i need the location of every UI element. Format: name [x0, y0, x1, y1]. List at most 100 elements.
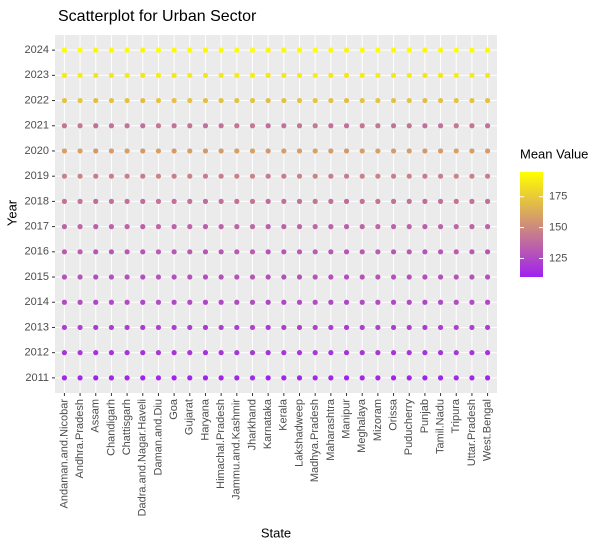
point — [422, 350, 428, 356]
point — [390, 173, 397, 179]
point — [453, 47, 459, 53]
point — [218, 350, 224, 356]
point — [93, 173, 99, 179]
point — [93, 249, 99, 255]
point — [359, 173, 365, 179]
point — [93, 350, 99, 356]
point — [281, 274, 287, 280]
point — [140, 299, 146, 305]
x-tick-label: Madhya.Pradesh — [309, 399, 321, 482]
point — [77, 274, 83, 280]
point — [484, 324, 491, 331]
point — [437, 299, 444, 305]
point — [187, 198, 193, 204]
point — [390, 97, 397, 104]
point — [343, 198, 350, 204]
point — [359, 97, 365, 104]
point — [108, 224, 115, 230]
point — [359, 123, 365, 129]
point — [359, 249, 365, 255]
point — [202, 324, 209, 331]
point — [108, 249, 115, 255]
point — [234, 249, 240, 255]
point — [437, 249, 444, 255]
point — [484, 148, 491, 154]
point — [202, 249, 209, 255]
point — [171, 249, 177, 255]
y-tick-label: 2019 — [25, 170, 49, 182]
point — [422, 148, 428, 154]
point — [296, 198, 303, 204]
point — [108, 324, 115, 331]
point — [124, 198, 130, 204]
point — [422, 97, 428, 104]
point — [390, 324, 397, 331]
point — [140, 198, 146, 204]
x-tick-label: Andhra.Pradesh — [74, 399, 86, 479]
colorbar-label: 150 — [549, 221, 567, 233]
point — [437, 97, 444, 104]
chart-title: Scatterplot for Urban Sector — [58, 8, 257, 25]
point — [171, 72, 177, 78]
point — [202, 274, 209, 280]
point — [437, 148, 444, 154]
point — [61, 224, 68, 230]
point — [469, 72, 475, 78]
point — [296, 123, 303, 129]
y-tick-label: 2021 — [25, 120, 49, 132]
point — [453, 97, 459, 104]
point — [296, 324, 303, 331]
point — [281, 72, 287, 78]
point — [281, 299, 287, 305]
point — [437, 350, 444, 356]
point — [218, 198, 224, 204]
point — [77, 198, 83, 204]
point — [249, 47, 256, 53]
point — [140, 47, 146, 53]
x-tick-label: Uttar.Pradesh — [466, 399, 478, 466]
point — [328, 299, 334, 305]
point — [281, 97, 287, 104]
x-tick-label: Manipur — [340, 399, 352, 439]
point — [469, 224, 475, 230]
point — [93, 224, 99, 230]
point — [93, 97, 99, 104]
point — [265, 72, 271, 78]
y-tick-label: 2022 — [25, 94, 49, 106]
point — [296, 350, 303, 356]
point — [61, 299, 68, 305]
point — [281, 350, 287, 356]
point — [469, 173, 475, 179]
point — [124, 47, 130, 53]
y-tick-label: 2018 — [25, 195, 49, 207]
point — [218, 47, 224, 53]
point — [234, 324, 240, 331]
point — [108, 198, 115, 204]
point — [328, 148, 334, 154]
x-tick-label: Meghalaya — [356, 398, 368, 453]
point — [469, 123, 475, 129]
point — [437, 123, 444, 129]
point — [375, 47, 381, 53]
point — [328, 274, 334, 280]
point — [234, 224, 240, 230]
point — [343, 249, 350, 255]
point — [343, 350, 350, 356]
point — [171, 97, 177, 104]
point — [77, 224, 83, 230]
point — [312, 350, 318, 356]
point — [155, 148, 162, 154]
point — [93, 123, 99, 129]
point — [155, 274, 162, 280]
point — [375, 224, 381, 230]
point — [265, 274, 271, 280]
point — [390, 299, 397, 305]
point — [390, 274, 397, 280]
y-tick-label: 2016 — [25, 246, 49, 258]
point — [249, 274, 256, 280]
point — [108, 299, 115, 305]
point — [218, 375, 224, 381]
point — [406, 324, 412, 331]
point — [202, 97, 209, 104]
colorbar-label: 175 — [549, 191, 567, 203]
